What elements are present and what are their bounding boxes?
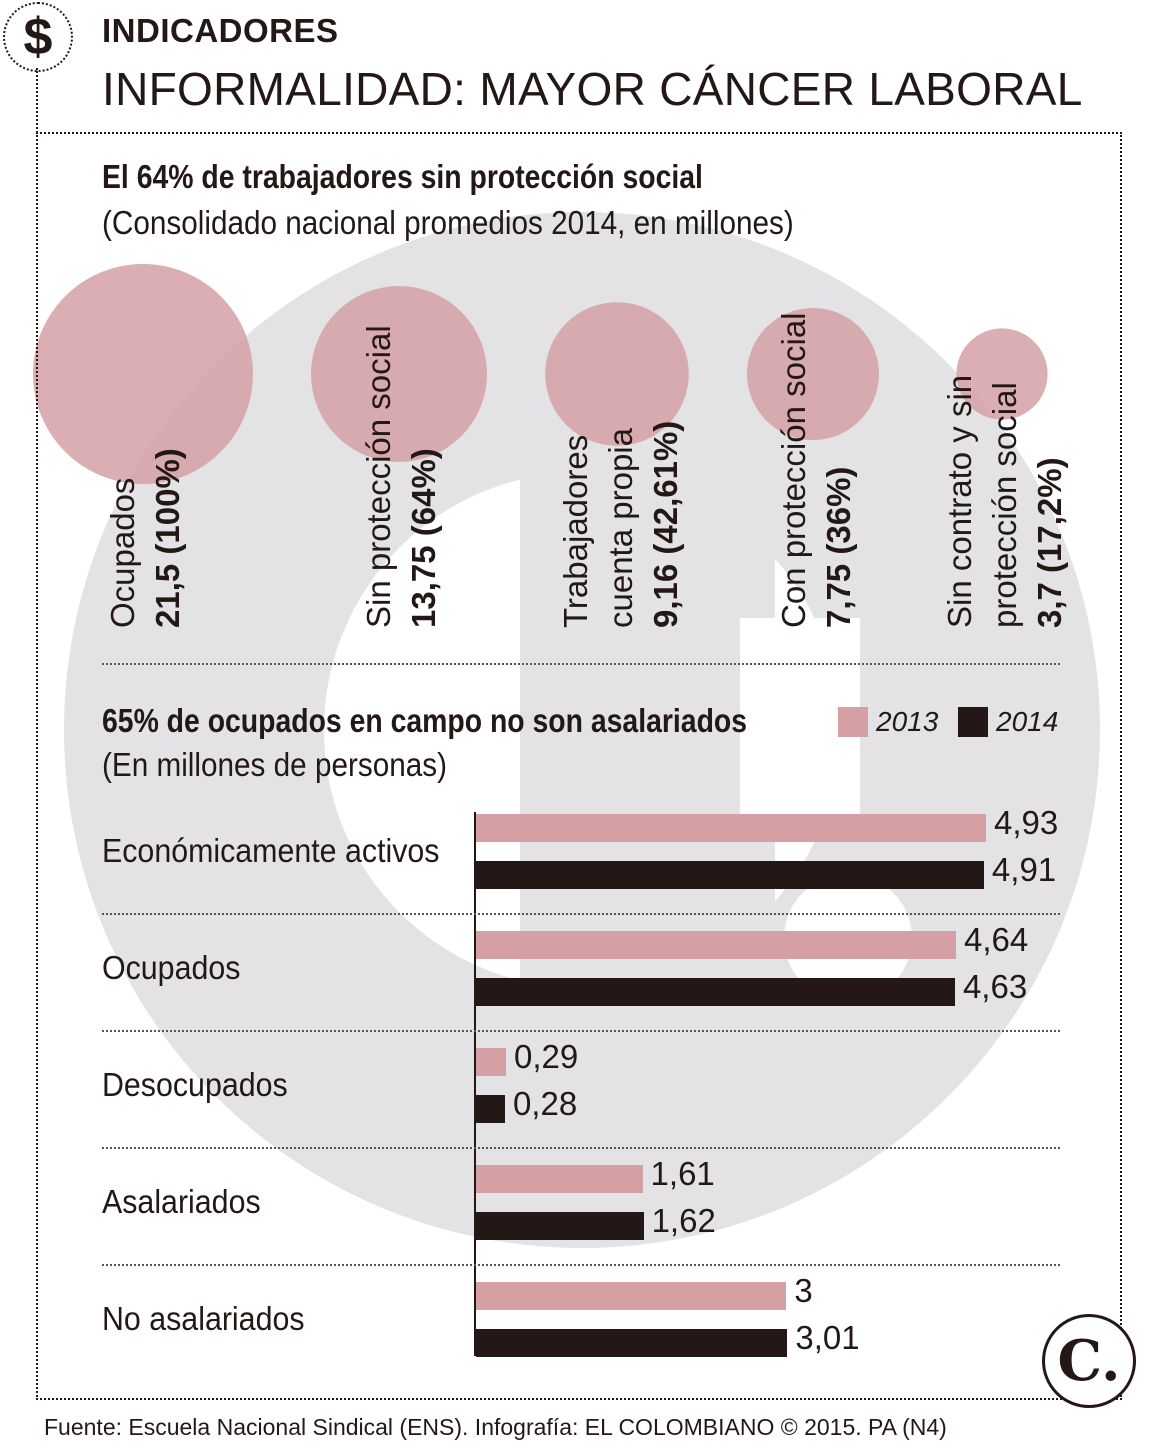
category-label: Ocupados	[102, 949, 241, 986]
category-label: Asalariados	[102, 1183, 261, 1220]
bubble-chart-subtitle: (Consolidado nacional promedios 2014, en…	[102, 204, 794, 241]
bar-value-label: 3,01	[795, 1319, 860, 1356]
frame-left-border	[36, 68, 38, 1400]
bar-chart-title: 65% de ocupados en campo no son asalaria…	[102, 702, 748, 739]
row-divider	[102, 1030, 1060, 1032]
source-credit: Fuente: Escuela Nacional Sindical (ENS).…	[44, 1414, 947, 1440]
bubble-value: 7,75 (36%)	[820, 466, 857, 628]
section-divider	[102, 663, 1060, 665]
bubble-name-line: cuenta propia	[602, 428, 639, 628]
el-colombiano-logo: C.	[1042, 1314, 1136, 1408]
category-label: Económicamente activos	[102, 832, 440, 869]
bubble-1	[311, 286, 487, 462]
bar-2014	[476, 1329, 788, 1357]
legend-swatch-2014	[958, 707, 988, 737]
bar-value-label: 4,63	[962, 968, 1028, 1005]
bubble-2	[545, 302, 689, 446]
row-divider	[102, 913, 1060, 915]
bubble-chart	[33, 264, 1048, 484]
bar-2013	[476, 931, 956, 959]
legend-label-2013: 2013	[876, 706, 939, 737]
bubble-0	[33, 264, 253, 484]
category-label: No asalariados	[102, 1300, 305, 1337]
row-divider	[102, 1264, 1060, 1266]
bar-value-label: 1,62	[651, 1202, 716, 1239]
bubble-name-line: Sin protección social	[360, 325, 397, 628]
bubble-value: 3,7 (17,2%)	[1031, 457, 1068, 628]
bubble-label-2: Trabajadores cuenta propia 9,16 (42,61%)	[553, 421, 688, 628]
bubble-value: 21,5 (100%)	[149, 448, 186, 628]
bar-2014	[476, 1095, 505, 1123]
bubble-name-line: Sin contrato y sin	[941, 374, 978, 628]
legend-swatch-2013	[838, 707, 868, 737]
legend-2014: 2014	[958, 706, 1058, 738]
bar-2013	[476, 1165, 643, 1193]
bar-value-label: 4,91	[991, 851, 1057, 888]
bar-value-label: 1,61	[650, 1155, 715, 1192]
legend-2013: 2013	[838, 706, 938, 738]
bar-2014	[476, 861, 984, 889]
bubble-value: 9,16 (42,61%)	[647, 420, 684, 628]
bubble-chart-title: El 64% de trabajadores sin protección so…	[102, 158, 703, 195]
bar-value-label: 4,64	[964, 921, 1029, 958]
bubble-name-line: Con protección social	[775, 312, 812, 629]
watermark-bar	[520, 430, 775, 990]
bubble-label-3: Con protección social 7,75 (36%)	[771, 313, 861, 629]
bubble-name-line: protección social	[986, 382, 1023, 628]
bar-2013	[476, 1048, 506, 1076]
page-title: INFORMALIDAD: MAYOR CÁNCER LABORAL	[102, 63, 1083, 115]
bar-chart-subtitle: (En millones de personas)	[102, 746, 448, 783]
legend-label-2014: 2014	[996, 706, 1059, 737]
bar-value-label: 0,29	[514, 1038, 579, 1075]
bar-value-label: 4,93	[994, 804, 1059, 841]
bubble-label-0: Ocupados 21,5 (100%)	[100, 448, 190, 628]
category-label: Desocupados	[102, 1066, 288, 1103]
bubble-label-1: Sin protección social 13,75 (64%)	[356, 325, 446, 628]
bubble-name-line: Ocupados	[104, 477, 141, 628]
bar-axis	[474, 812, 476, 1356]
section-tag: INDICADORES	[102, 12, 339, 49]
row-divider	[102, 1147, 1060, 1149]
bubble-3	[747, 308, 879, 440]
bar-2014	[476, 978, 955, 1006]
bubble-value: 13,75 (64%)	[405, 448, 442, 628]
bubble-name-line: Trabajadores	[557, 434, 594, 628]
bar-2013	[476, 814, 986, 842]
bar-2014	[476, 1212, 644, 1240]
bar-value-label: 0,28	[512, 1085, 578, 1122]
bubble-label-4: Sin contrato y sin protección social 3,7 (…	[937, 375, 1072, 628]
bar-2013	[476, 1282, 787, 1310]
bar-value-label: 3	[794, 1272, 813, 1309]
dollar-icon: $	[3, 2, 73, 72]
bubble-4	[956, 328, 1048, 420]
